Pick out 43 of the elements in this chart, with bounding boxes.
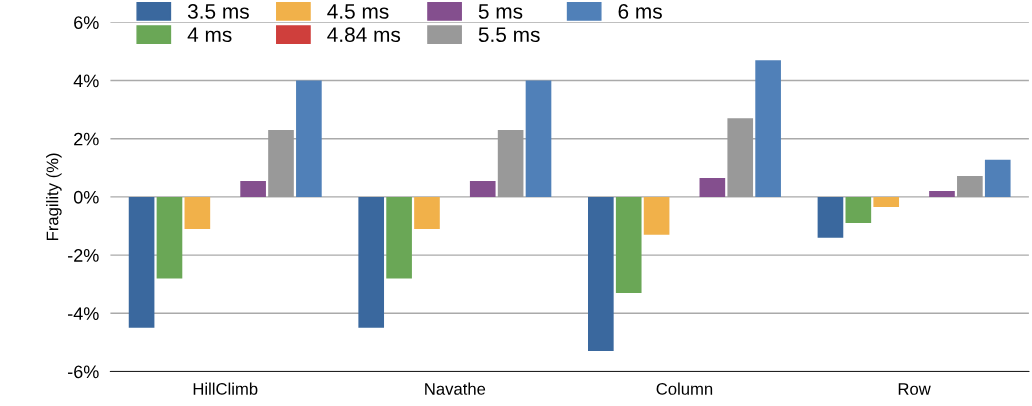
bar [957, 175, 983, 197]
bar [386, 196, 412, 279]
bar [184, 196, 211, 229]
x-tick-label: HillClimb [193, 382, 258, 395]
y-tick-label: -2% [68, 249, 99, 262]
bar [817, 196, 844, 238]
x-tick-label: Column [656, 382, 713, 395]
y-tick-label: 0% [73, 190, 99, 204]
y-tick-label: -4% [68, 307, 99, 320]
bar [414, 196, 440, 229]
bar [845, 196, 872, 224]
y-tick-label: 4% [73, 74, 99, 88]
legend-label: 6 ms [618, 4, 662, 19]
x-tick-label: Row [898, 383, 931, 395]
y-tick-label: 6% [74, 16, 99, 30]
bar [469, 180, 496, 197]
bar [727, 118, 754, 197]
legend-label: 5 ms [478, 4, 523, 19]
bar [873, 196, 900, 208]
y-tick-label: 2% [74, 132, 99, 146]
x-tick-label: Navathe [425, 382, 486, 395]
bar [615, 196, 642, 293]
legend-label: 4 ms [187, 27, 232, 43]
bar [643, 196, 670, 235]
bar [358, 196, 385, 328]
y-tick-label: -6% [68, 365, 99, 379]
bar [588, 196, 614, 352]
bar [156, 196, 183, 279]
bar [268, 129, 294, 197]
bar [240, 180, 266, 197]
bar [128, 196, 155, 328]
legend-label: 4.84 ms [327, 27, 401, 43]
bar [699, 178, 726, 197]
bar [525, 80, 552, 197]
y-axis-title: Fragility (%) [46, 153, 62, 240]
bar [755, 60, 781, 197]
bar [296, 80, 322, 197]
bar [984, 159, 1011, 197]
bar [929, 191, 955, 197]
legend-label: 3.5 ms [187, 4, 249, 19]
bar [497, 129, 524, 197]
legend-label: 5.5 ms [478, 27, 540, 43]
legend-label: 4.5 ms [327, 4, 389, 19]
